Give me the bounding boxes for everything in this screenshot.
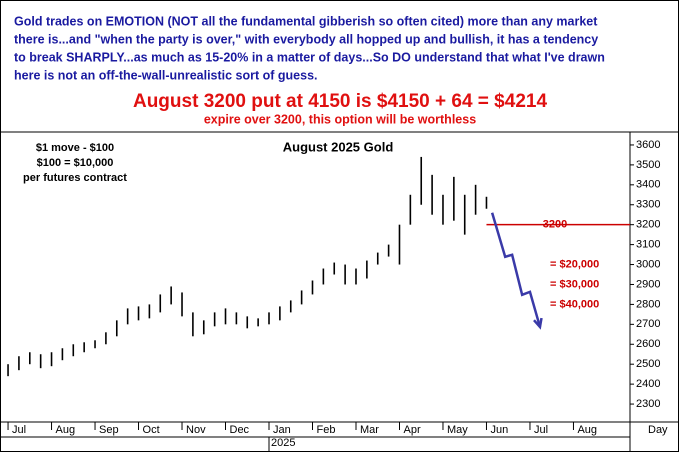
projection-line xyxy=(490,212,542,328)
x-tick-label: Jun xyxy=(490,424,508,436)
y-tick-label: 2400 xyxy=(636,378,660,390)
y-tick-label: 3400 xyxy=(636,179,660,191)
x-tick-label: Apr xyxy=(403,424,420,436)
level-label: 3200 xyxy=(543,219,567,231)
y-tick-label: 2500 xyxy=(636,358,660,370)
x-tick-label: Dec xyxy=(230,424,250,436)
x-tick-label: Mar xyxy=(360,424,379,436)
x-tick-label: Jul xyxy=(12,424,26,436)
paragraph-line: here is not an off-the-wall-unrealistic … xyxy=(14,68,318,82)
y-tick-label: 2900 xyxy=(636,278,660,290)
paragraph-line: there is...and "when the party is over,"… xyxy=(14,32,598,46)
headline: August 3200 put at 4150 is $4150 + 64 = … xyxy=(133,91,547,112)
paragraph-line: Gold trades on EMOTION (NOT all the fund… xyxy=(14,14,598,28)
x-tick-label: Feb xyxy=(316,424,335,436)
subline: expire over 3200, this option will be wo… xyxy=(204,112,476,126)
paragraph-line: to break SHARPLY...as much as 15-20% in … xyxy=(14,50,605,64)
y-tick-label: 2800 xyxy=(636,298,660,310)
note-line: $1 move - $100 xyxy=(36,142,114,154)
y-tick-label: 2600 xyxy=(636,338,660,350)
y-tick-label: 3600 xyxy=(636,139,660,151)
note-line: per futures contract xyxy=(23,172,127,184)
x-tick-label: Aug xyxy=(577,424,597,436)
x-tick-label: Jan xyxy=(273,424,291,436)
y-tick-label: 3200 xyxy=(636,219,660,231)
y-tick-label: 2700 xyxy=(636,318,660,330)
year-label: 2025 xyxy=(271,437,295,449)
x-tick-label: Jul xyxy=(534,424,548,436)
x-tick-label: Nov xyxy=(186,424,206,436)
y-tick-label: 3100 xyxy=(636,239,660,251)
note-line: $100 = $10,000 xyxy=(37,157,114,169)
arrow-head xyxy=(533,317,543,330)
x-unit-label: Day xyxy=(648,424,668,436)
x-tick-label: Oct xyxy=(143,424,160,436)
y-tick-label: 2300 xyxy=(636,398,660,410)
x-tick-label: Aug xyxy=(56,424,76,436)
level-note: = $30,000 xyxy=(550,278,599,290)
x-tick-label: May xyxy=(447,424,468,436)
y-tick-label: 3500 xyxy=(636,159,660,171)
chart-title: August 2025 Gold xyxy=(283,139,394,154)
level-note: = $20,000 xyxy=(550,258,599,270)
x-tick-label: Sep xyxy=(99,424,119,436)
y-tick-label: 3300 xyxy=(636,199,660,211)
y-tick-label: 3000 xyxy=(636,258,660,270)
level-note: = $40,000 xyxy=(550,298,599,310)
